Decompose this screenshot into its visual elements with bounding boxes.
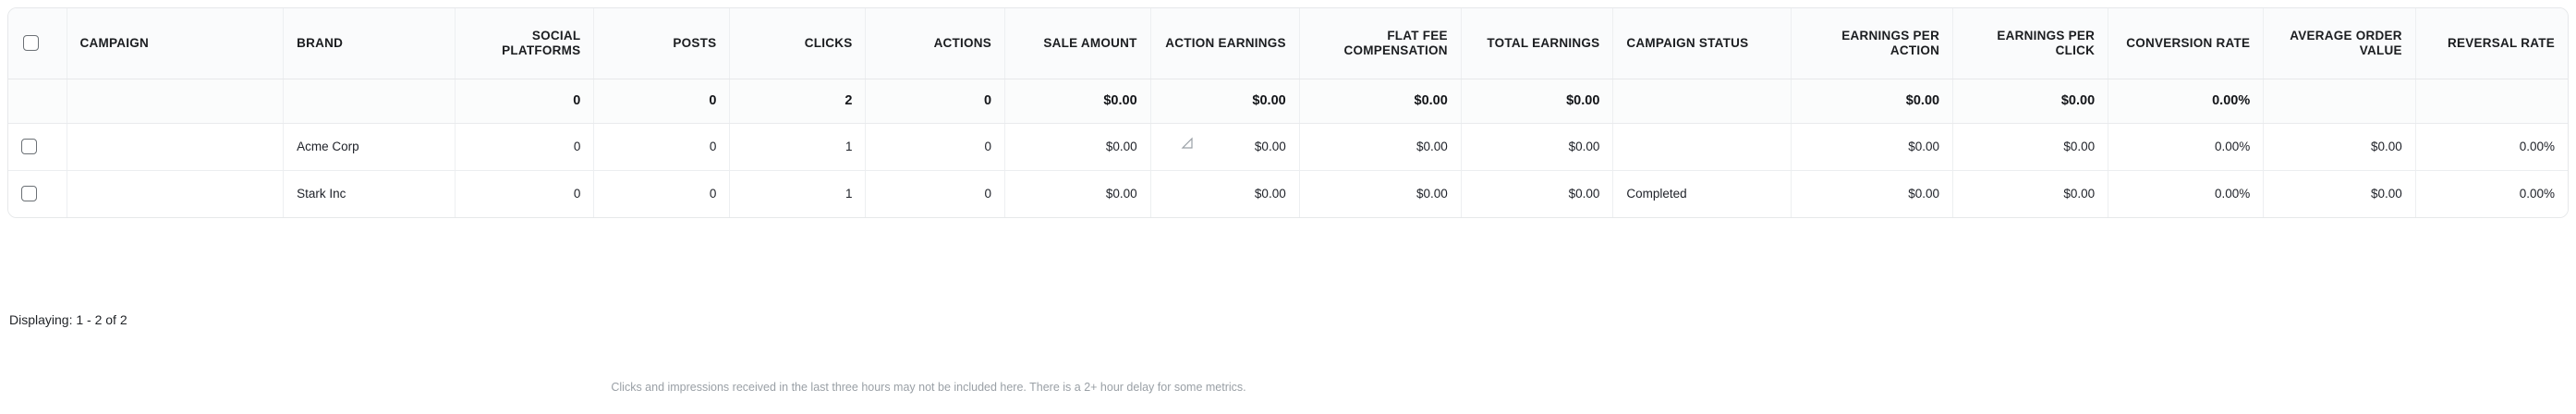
column-header-actions[interactable]: ACTIONS xyxy=(865,8,1006,79)
cell-sale-amount: $0.00 xyxy=(1004,170,1151,217)
cell-earnings-per-action: $0.00 xyxy=(1791,170,1954,217)
cell-earnings-per-click: $0.00 xyxy=(1952,170,2109,217)
cell-action-earnings: $0.00 xyxy=(1150,123,1300,171)
cell-conversion-rate: 0.00% xyxy=(2108,170,2265,217)
cell-brand: Stark Inc xyxy=(283,170,456,217)
totals-social-platforms: 0 xyxy=(455,79,595,124)
totals-reversal-rate xyxy=(2415,79,2568,124)
totals-conversion-rate: 0.00% xyxy=(2108,79,2265,124)
table-totals-row: 0 0 2 0 $0.00 $0.00 $0.00 $0.00 $0.00 $0… xyxy=(8,79,2568,124)
cell-conversion-rate: 0.00% xyxy=(2108,123,2265,171)
cell-flat-fee-compensation: $0.00 xyxy=(1299,170,1462,217)
cell-campaign-status: Completed xyxy=(1612,170,1792,217)
campaign-performance-table-container: CAMPAIGN BRAND SOCIAL PLATFORMS POSTS CL… xyxy=(7,7,2569,218)
totals-earnings-per-click: $0.00 xyxy=(1952,79,2109,124)
cell-campaign xyxy=(67,123,285,171)
metrics-delay-disclaimer: Clicks and impressions received in the l… xyxy=(611,381,1246,394)
cell-campaign-status xyxy=(1612,123,1792,171)
cell-action-earnings: $0.00 xyxy=(1150,170,1300,217)
cell-earnings-per-click: $0.00 xyxy=(1952,123,2109,171)
column-header-action-earnings[interactable]: ACTION EARNINGS xyxy=(1150,8,1300,79)
column-header-flat-fee-compensation[interactable]: FLAT FEE COMPENSATION xyxy=(1299,8,1462,79)
cell-clicks: 1 xyxy=(729,123,867,171)
totals-posts: 0 xyxy=(593,79,731,124)
totals-flat-fee-compensation: $0.00 xyxy=(1299,79,1462,124)
table-header: CAMPAIGN BRAND SOCIAL PLATFORMS POSTS CL… xyxy=(8,8,2568,79)
column-header-clicks[interactable]: CLICKS xyxy=(729,8,867,79)
cell-sale-amount: $0.00 xyxy=(1004,123,1151,171)
totals-total-earnings: $0.00 xyxy=(1461,79,1614,124)
totals-clicks: 2 xyxy=(729,79,867,124)
cell-total-earnings: $0.00 xyxy=(1461,170,1614,217)
column-header-campaign[interactable]: CAMPAIGN xyxy=(67,8,285,79)
header-select-all-cell[interactable] xyxy=(8,8,67,79)
table-body: 0 0 2 0 $0.00 $0.00 $0.00 $0.00 $0.00 $0… xyxy=(8,79,2568,217)
totals-earnings-per-action: $0.00 xyxy=(1791,79,1954,124)
column-header-sale-amount[interactable]: SALE AMOUNT xyxy=(1004,8,1151,79)
checkbox-unchecked-icon[interactable] xyxy=(23,35,39,52)
column-header-campaign-status[interactable]: CAMPAIGN STATUS xyxy=(1612,8,1792,79)
table-row[interactable]: Stark Inc 0 0 1 0 $0.00 $0.00 $0.00 $0.0… xyxy=(8,170,2568,217)
totals-average-order-value xyxy=(2263,79,2416,124)
table-header-row: CAMPAIGN BRAND SOCIAL PLATFORMS POSTS CL… xyxy=(8,8,2568,79)
totals-actions: 0 xyxy=(865,79,1006,124)
cell-average-order-value: $0.00 xyxy=(2263,123,2416,171)
totals-brand xyxy=(283,79,456,124)
cell-actions: 0 xyxy=(865,123,1006,171)
cell-flat-fee-compensation: $0.00 xyxy=(1299,123,1462,171)
column-header-brand[interactable]: BRAND xyxy=(283,8,456,79)
column-header-earnings-per-action[interactable]: EARNINGS PER ACTION xyxy=(1791,8,1954,79)
column-header-total-earnings[interactable]: TOTAL EARNINGS xyxy=(1461,8,1614,79)
checkbox-unchecked-icon[interactable] xyxy=(21,139,37,154)
checkbox-unchecked-icon[interactable] xyxy=(21,186,37,202)
cell-reversal-rate: 0.00% xyxy=(2519,187,2555,201)
cell-social-platforms: 0 xyxy=(455,170,595,217)
column-header-social-platforms[interactable]: SOCIAL PLATFORMS xyxy=(455,8,595,79)
column-header-reversal-rate[interactable]: REVERSAL RATE xyxy=(2415,8,2568,79)
column-header-posts[interactable]: POSTS xyxy=(593,8,731,79)
totals-select-cell xyxy=(8,79,67,124)
column-header-average-order-value[interactable]: AVERAGE ORDER VALUE xyxy=(2263,8,2416,79)
table-row[interactable]: Acme Corp 0 0 1 0 $0.00 $0.00 $0.00 $0.0… xyxy=(8,123,2568,171)
cell-clicks: 1 xyxy=(729,170,867,217)
totals-sale-amount: $0.00 xyxy=(1004,79,1151,124)
cell-social-platforms: 0 xyxy=(455,123,595,171)
totals-action-earnings: $0.00 xyxy=(1150,79,1300,124)
campaign-performance-table: CAMPAIGN BRAND SOCIAL PLATFORMS POSTS CL… xyxy=(8,8,2568,217)
cell-actions: 0 xyxy=(865,170,1006,217)
row-select-cell[interactable] xyxy=(8,170,67,217)
displaying-count: Displaying: 1 - 2 of 2 xyxy=(9,312,128,327)
totals-campaign xyxy=(67,79,285,124)
cell-posts: 0 xyxy=(593,170,731,217)
totals-campaign-status xyxy=(1612,79,1792,124)
column-header-conversion-rate[interactable]: CONVERSION RATE xyxy=(2108,8,2265,79)
cell-average-order-value: $0.00 xyxy=(2263,170,2416,217)
cell-total-earnings: $0.00 xyxy=(1461,123,1614,171)
cell-earnings-per-action: $0.00 xyxy=(1791,123,1954,171)
cell-campaign xyxy=(67,170,285,217)
row-select-cell[interactable] xyxy=(8,123,67,171)
cell-reversal-rate: 0.00% xyxy=(2415,123,2568,171)
cell-posts: 0 xyxy=(593,123,731,171)
column-header-earnings-per-click[interactable]: EARNINGS PER CLICK xyxy=(1952,8,2109,79)
cell-brand: Acme Corp xyxy=(283,123,456,171)
